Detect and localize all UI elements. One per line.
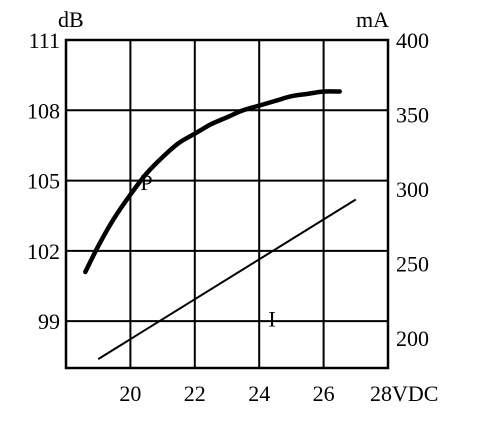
y-right-unit: mA <box>356 7 389 32</box>
x-tick-label-24: 24 <box>248 381 270 406</box>
y-left-tick-label-108: 108 <box>27 98 60 123</box>
y-left-tick-label-99: 99 <box>38 309 60 334</box>
y-left-tick-label-111: 111 <box>29 28 60 53</box>
series-label-I: I <box>268 306 275 331</box>
y-left-tick-label-105: 105 <box>27 169 60 194</box>
plot-frame <box>64 38 390 370</box>
labels: P I 20 22 24 26 28VDC 99 102 105 108 111 200 250 300 35… <box>27 7 438 406</box>
y-left-tick-label-102: 102 <box>27 239 60 264</box>
y-right-tick-label-350: 350 <box>396 103 429 128</box>
x-tick-label-20: 20 <box>119 381 141 406</box>
series-line-I <box>97 198 357 360</box>
y-right-tick-label-400: 400 <box>396 28 429 53</box>
y-right-tick-label-200: 200 <box>396 326 429 351</box>
y-left-unit: dB <box>58 7 84 32</box>
x-tick-label-22: 22 <box>184 381 206 406</box>
y-right-tick-label-250: 250 <box>396 252 429 277</box>
series-layer <box>83 89 357 360</box>
y-right-tick-label-300: 300 <box>396 177 429 202</box>
series-line-P <box>83 89 342 275</box>
grid <box>66 40 388 368</box>
x-tick-label-26: 26 <box>313 381 335 406</box>
series-label-P: P <box>140 170 152 195</box>
x-tick-label-28: 28VDC <box>370 381 438 406</box>
plot-border <box>64 38 390 370</box>
